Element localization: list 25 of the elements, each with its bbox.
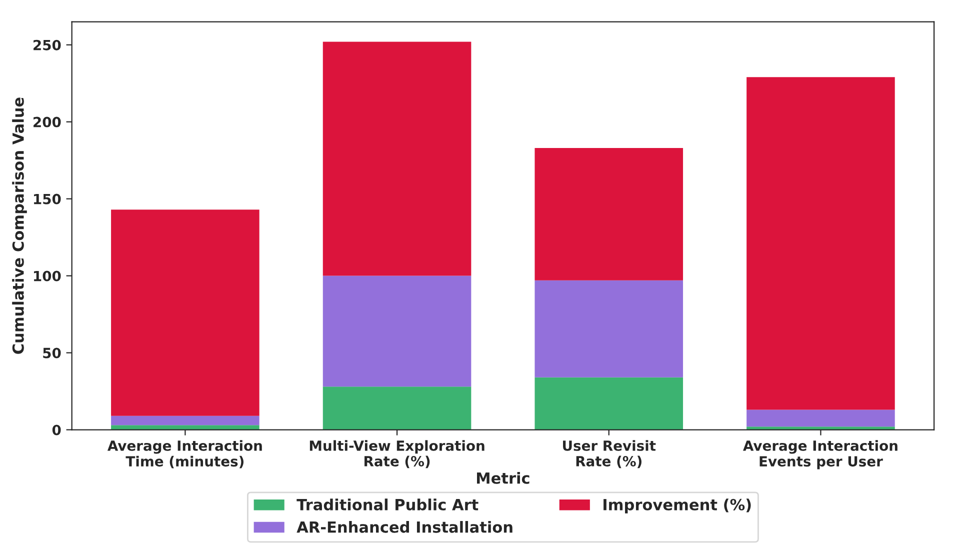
x-tick-label: Multi-View Exploration Rate (%) xyxy=(310,440,484,468)
y-tick-label: 150 xyxy=(34,194,61,204)
bar xyxy=(534,280,684,378)
legend-label: Improvement (%) xyxy=(604,498,751,514)
x-tick-label: User Revisit Rate (%) xyxy=(563,440,656,468)
bar xyxy=(322,386,472,430)
bar xyxy=(534,377,684,430)
y-tick-label: 250 xyxy=(34,40,61,50)
bar xyxy=(322,276,472,387)
bar xyxy=(746,410,895,427)
bar xyxy=(111,210,260,416)
x-axis-title: Metric xyxy=(477,472,530,484)
x-tick-label: Average Interaction Time (minutes) xyxy=(107,440,262,468)
bar xyxy=(322,42,472,276)
bar xyxy=(534,148,684,280)
y-axis-title: Cumulative Comparison Value xyxy=(12,98,27,354)
bar xyxy=(111,416,260,426)
bar xyxy=(746,77,895,410)
legend-label: AR-Enhanced Installation xyxy=(296,521,512,533)
x-tick-label: Average Interaction Events per User xyxy=(743,440,898,470)
y-tick-label: 0 xyxy=(52,424,61,436)
y-tick-label: 100 xyxy=(34,270,61,282)
y-tick-label: 50 xyxy=(43,348,61,358)
y-tick-label: 200 xyxy=(34,116,61,128)
legend-label: Traditional Public Art xyxy=(296,498,478,510)
